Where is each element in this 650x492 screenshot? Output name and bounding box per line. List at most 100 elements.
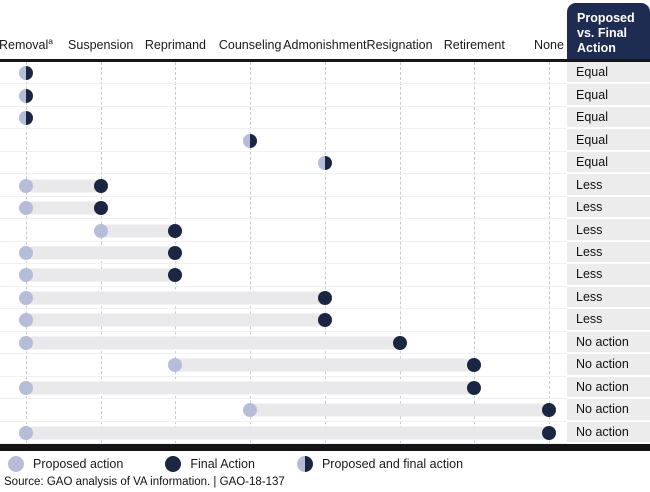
chart-row: No action <box>0 331 650 355</box>
result-cell: Equal <box>567 84 650 105</box>
connector-bar <box>26 201 101 215</box>
row-stack: Equal Equal Equal Equal Equal Less Less Less Les… <box>0 62 650 444</box>
connector-bar <box>26 313 325 327</box>
connector-bar <box>26 381 475 395</box>
result-cell: Equal <box>567 106 650 128</box>
legend-swatch-final-icon <box>165 456 182 472</box>
proposed-dot <box>19 425 33 440</box>
legend-item-final: Final Action <box>165 456 255 472</box>
row-separator-line <box>0 285 567 287</box>
chart-row: Less <box>0 286 650 310</box>
row-separator-line <box>0 442 567 444</box>
proposed-dot <box>168 358 183 373</box>
combined-proposed-final-dot <box>19 111 33 126</box>
result-label: Less <box>576 267 603 282</box>
legend: Proposed action Final Action Proposed and … <box>8 452 463 476</box>
connector-bar <box>26 268 176 282</box>
result-cell: Less <box>567 174 650 195</box>
connector-bar <box>26 291 325 305</box>
result-cell: Equal <box>567 151 650 173</box>
chart-row: Less <box>0 219 650 242</box>
legend-swatch-proposed-icon <box>8 456 24 472</box>
row-separator-line <box>0 105 567 107</box>
final-dot <box>467 358 482 373</box>
result-cell: Less <box>567 241 650 263</box>
result-label: Less <box>576 222 603 237</box>
column-header-admonishment: Admonishment <box>283 38 367 52</box>
column-header-counseling: Counseling <box>218 38 282 52</box>
final-dot <box>168 268 183 283</box>
connector-bar <box>175 358 475 372</box>
chart-row: No action <box>0 399 650 422</box>
source-note: Source: GAO analysis of VA information. … <box>4 476 285 488</box>
final-dot <box>168 223 183 238</box>
proposed-vs-final-header-box: Proposed vs. Final Action <box>567 3 650 59</box>
result-label: Equal <box>576 65 608 80</box>
combined-proposed-final-dot <box>19 88 33 103</box>
proposed-dot <box>19 290 33 305</box>
column-header-resignation: Resignation <box>366 38 433 52</box>
result-label: Less <box>576 312 603 327</box>
result-cell: Equal <box>567 62 650 83</box>
result-cell: No action <box>567 421 650 442</box>
result-cell: No action <box>567 399 650 420</box>
row-separator-line <box>0 375 567 377</box>
final-dot <box>542 425 556 440</box>
proposed-dot <box>243 403 258 418</box>
row-separator-line <box>0 83 567 85</box>
header-divider-line <box>0 59 650 62</box>
column-header-none: None <box>534 38 564 52</box>
gridline-none <box>549 62 550 444</box>
row-separator-line <box>0 308 567 310</box>
column-header-removal: Removala <box>0 35 54 52</box>
final-dot <box>93 201 108 216</box>
result-header-line: Proposed <box>577 11 635 25</box>
result-cell: No action <box>567 331 650 353</box>
combined-proposed-final-dot <box>19 66 33 81</box>
proposed-dot <box>19 335 33 350</box>
connector-bar <box>26 179 101 193</box>
row-separator-line <box>0 218 567 220</box>
proposed-dot <box>19 178 33 193</box>
chart-row: Equal <box>0 151 650 175</box>
result-label: No action <box>576 334 629 349</box>
row-separator-line <box>0 353 567 355</box>
proposed-dot <box>19 245 33 260</box>
result-cell: Less <box>567 309 650 330</box>
result-label: Equal <box>576 87 608 102</box>
row-separator-line <box>0 420 567 422</box>
result-label: No action <box>576 379 629 394</box>
legend-item-proposed: Proposed action <box>8 456 123 472</box>
result-label: No action <box>576 402 629 417</box>
proposed-dot <box>19 380 33 395</box>
legend-label: Proposed action <box>33 457 124 471</box>
row-separator-line <box>0 263 567 265</box>
chart-row: Less <box>0 241 650 265</box>
connector-bar <box>26 246 176 260</box>
final-dot <box>542 403 556 418</box>
legend-item-both: Proposed and final action <box>296 456 463 472</box>
legend-label: Final Action <box>190 457 255 471</box>
row-separator-line <box>0 195 567 197</box>
chart-bottom-border <box>0 444 650 451</box>
result-label: Equal <box>576 110 608 125</box>
result-label: Less <box>576 200 603 215</box>
combined-proposed-final-dot <box>317 156 332 171</box>
final-dot <box>317 313 332 328</box>
result-cell: Equal <box>567 129 650 150</box>
result-cell: No action <box>567 354 650 375</box>
final-dot <box>392 335 407 350</box>
proposed-dot <box>93 223 108 238</box>
final-dot <box>93 178 108 193</box>
result-label: No action <box>576 357 629 372</box>
column-header-row: Removala Suspension Reprimand Counseling Adm… <box>0 0 650 59</box>
combined-proposed-final-dot <box>243 133 258 148</box>
row-separator-line <box>0 398 567 400</box>
row-separator-line <box>0 330 567 332</box>
chart-row: Less <box>0 264 650 287</box>
column-header-reprimand: Reprimand <box>144 38 206 52</box>
chart-row: No action <box>0 421 650 444</box>
row-separator-line <box>0 240 567 242</box>
row-separator-line <box>0 150 567 152</box>
